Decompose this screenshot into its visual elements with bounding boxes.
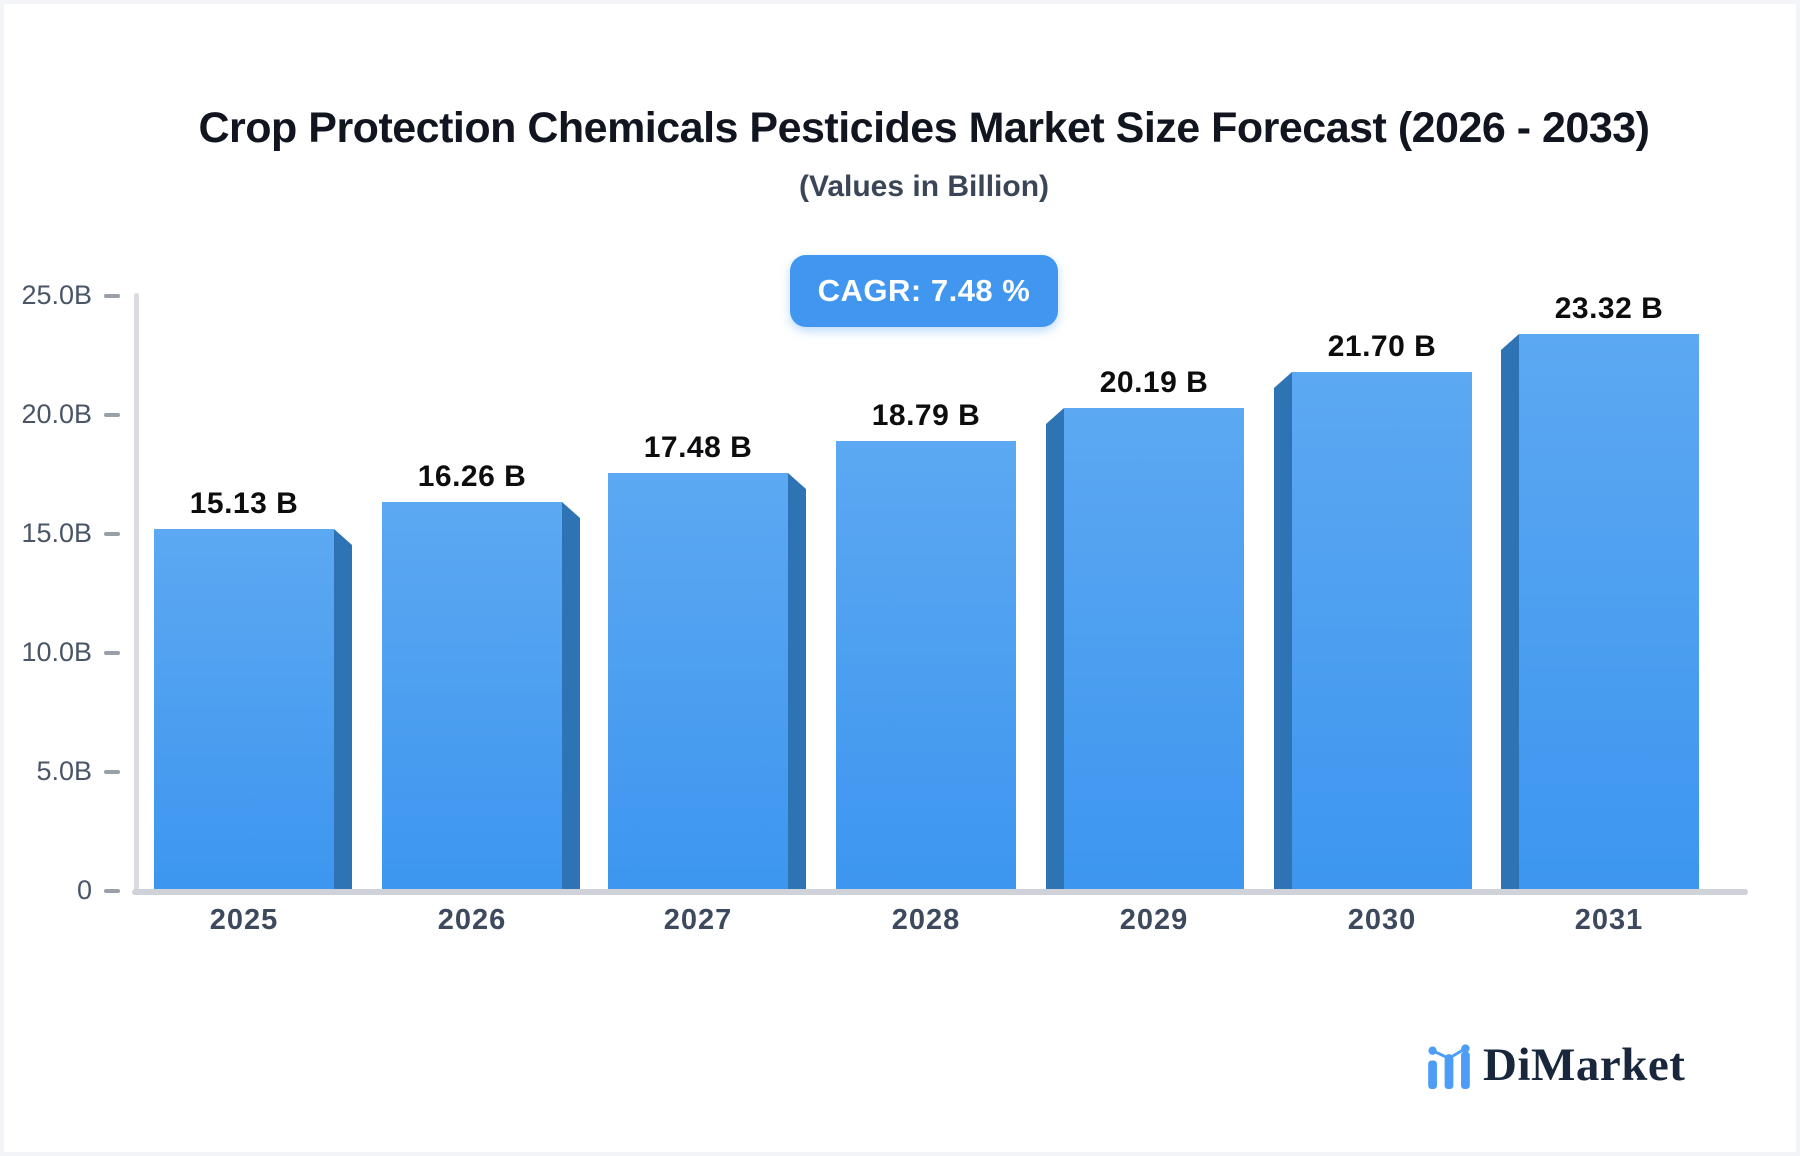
bar-2028 <box>836 441 1016 889</box>
y-tick-label: 20.0B <box>21 399 92 429</box>
y-tick-label: 5.0B <box>36 756 92 786</box>
x-axis-label-2030: 2030 <box>1347 904 1417 936</box>
x-axis-line <box>132 889 1748 895</box>
x-axis-label-2029: 2029 <box>1119 904 1189 936</box>
cagr-badge: CAGR: 7.48 % <box>790 255 1058 327</box>
y-tick-mark <box>104 770 120 774</box>
y-tick-mark <box>104 294 120 298</box>
bar-2030 <box>1292 372 1472 889</box>
brand-name: DiMarket <box>1483 1039 1686 1091</box>
x-axis-label-2026: 2026 <box>437 904 507 936</box>
bar-side-face-2030 <box>1274 372 1292 889</box>
y-tick-mark <box>104 532 120 536</box>
y-tick-mark <box>104 413 120 417</box>
bar-value-label-2026: 16.26 B <box>417 460 527 493</box>
y-tick-mark <box>104 651 120 655</box>
bar-value-label-2030: 21.70 B <box>1327 330 1437 363</box>
bar-2026 <box>382 502 562 889</box>
bar-side-face-2026 <box>562 502 580 889</box>
bar-side-face-2025 <box>334 529 352 889</box>
bar-side-face-2029 <box>1046 408 1064 889</box>
y-tick-label: 10.0B <box>21 637 92 667</box>
bar-value-label-2029: 20.19 B <box>1099 366 1209 399</box>
bar-2027 <box>608 473 788 889</box>
bar-2031 <box>1519 334 1699 889</box>
bar-2025 <box>154 529 334 889</box>
y-tick-label: 15.0B <box>21 518 92 548</box>
x-axis-label-2025: 2025 <box>209 904 279 936</box>
bar-chart-trend-icon <box>1428 1043 1470 1089</box>
y-axis-line <box>134 293 139 894</box>
plot-area: 0 5.0B 10.0B 15.0B 20.0B 25.0B 15.13 B 16.26 B… <box>4 4 1796 1152</box>
x-axis-label-2028: 2028 <box>891 904 961 936</box>
bar-value-label-2027: 17.48 B <box>643 431 753 464</box>
bar-2029 <box>1064 408 1244 889</box>
chart-subtitle: (Values in Billion) <box>798 170 1050 203</box>
y-tick-mark <box>104 889 120 893</box>
chart-title: Crop Protection Chemicals Pesticides Mar… <box>198 104 1650 152</box>
bar-side-face-2031 <box>1501 334 1519 889</box>
y-tick-label: 0 <box>76 875 92 905</box>
bar-value-label-2031: 23.32 B <box>1554 292 1664 325</box>
bar-side-face-2027 <box>788 473 806 889</box>
x-axis-label-2027: 2027 <box>663 904 733 936</box>
y-tick-label: 25.0B <box>21 280 92 310</box>
x-axis-label-2031: 2031 <box>1574 904 1644 936</box>
bar-value-label-2028: 18.79 B <box>871 399 981 432</box>
bar-value-label-2025: 15.13 B <box>189 487 299 520</box>
brand-logo: DiMarket <box>1427 1042 1685 1089</box>
